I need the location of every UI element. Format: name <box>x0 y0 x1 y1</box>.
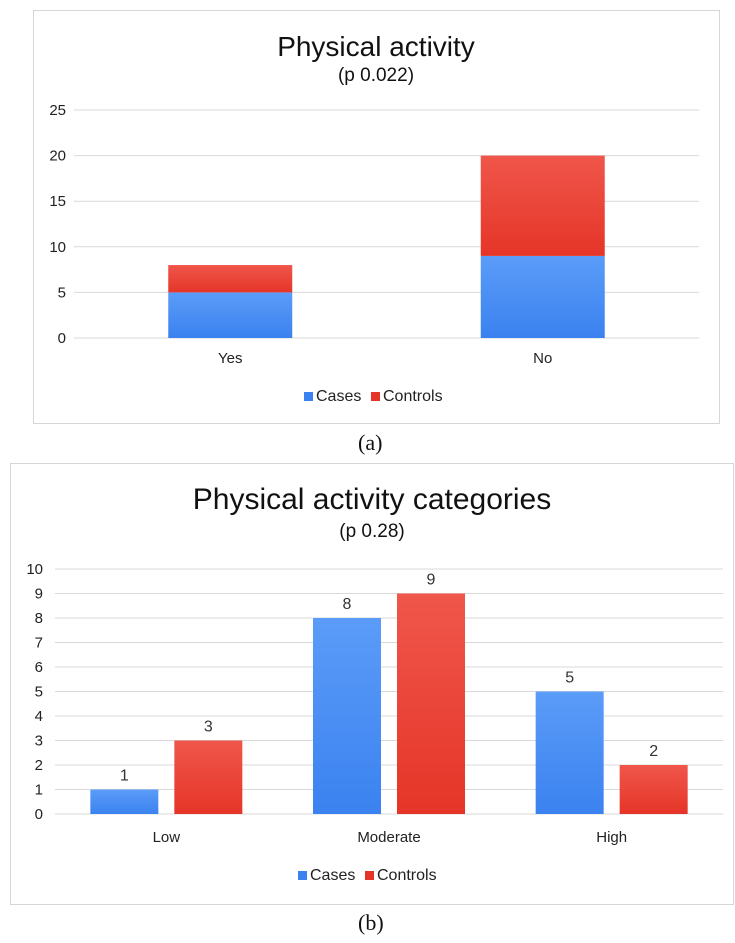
data-label: 1 <box>120 768 129 785</box>
chart-b-svg: Physical activity categories (p 0.28) 0 1 2 3… <box>26 483 723 884</box>
legend-label-cases: Cases <box>316 388 361 405</box>
data-label: 2 <box>649 743 658 760</box>
y-tick-label: 5 <box>35 684 43 701</box>
chart-a-svg: Physical activity (p 0.022) 0 5 10 15 20 25 Yes N… <box>49 31 699 405</box>
y-tick-label: 10 <box>49 239 66 256</box>
y-tick-label: 0 <box>58 330 66 347</box>
y-tick-label: 1 <box>35 782 43 799</box>
y-tick-label: 3 <box>35 733 43 750</box>
y-tick-label: 20 <box>49 148 66 165</box>
x-tick-label: High <box>596 829 627 846</box>
x-tick-label: Low <box>153 829 181 846</box>
legend-swatch-cases <box>304 392 313 401</box>
data-label: 3 <box>204 719 213 736</box>
legend-label-controls: Controls <box>383 388 443 405</box>
y-tick-label: 15 <box>49 193 66 210</box>
data-label: 5 <box>565 670 574 687</box>
y-tick-label: 9 <box>35 586 43 603</box>
data-label: 9 <box>427 572 436 589</box>
legend-swatch-cases <box>298 871 307 880</box>
bar-cases-high <box>535 691 604 814</box>
y-tick-label: 10 <box>26 561 43 578</box>
y-tick-label: 8 <box>35 610 43 627</box>
chart-panel-b: Physical activity categories (p 0.28) 0 1 2 3… <box>10 463 734 905</box>
x-tick-label: Yes <box>218 350 242 367</box>
chart-subtitle: (p 0.022) <box>338 65 414 86</box>
bar-controls-high <box>619 765 688 814</box>
bar-controls-low <box>174 740 243 814</box>
chart-title: Physical activity <box>277 31 475 62</box>
x-tick-label: Moderate <box>357 829 420 846</box>
bar-controls-yes <box>168 265 293 293</box>
bar-cases-moderate <box>313 618 381 814</box>
y-tick-label: 7 <box>35 635 43 652</box>
legend-swatch-controls <box>371 392 380 401</box>
chart-subtitle: (p 0.28) <box>339 521 404 542</box>
chart-panel-a: Physical activity (p 0.022) 0 5 10 15 20 25 Yes N… <box>33 10 720 424</box>
data-label: 8 <box>343 596 352 613</box>
y-tick-label: 25 <box>49 102 66 119</box>
y-tick-label: 5 <box>58 284 66 301</box>
chart-title: Physical activity categories <box>193 483 551 516</box>
y-tick-label: 2 <box>35 757 43 774</box>
bar-cases-low <box>90 789 159 814</box>
y-tick-label: 6 <box>35 659 43 676</box>
bar-cases-no <box>480 255 605 338</box>
caption-a: (a) <box>358 430 383 455</box>
bar-cases-yes <box>168 292 293 338</box>
bar-controls-moderate <box>397 593 465 814</box>
x-tick-label: No <box>533 350 552 367</box>
caption-b: (b) <box>358 910 384 935</box>
legend-swatch-controls <box>365 871 374 880</box>
y-tick-label: 0 <box>35 806 43 823</box>
y-tick-label: 4 <box>35 708 43 725</box>
legend-label-controls: Controls <box>377 867 437 884</box>
legend-label-cases: Cases <box>310 867 355 884</box>
bar-controls-no <box>480 155 605 256</box>
